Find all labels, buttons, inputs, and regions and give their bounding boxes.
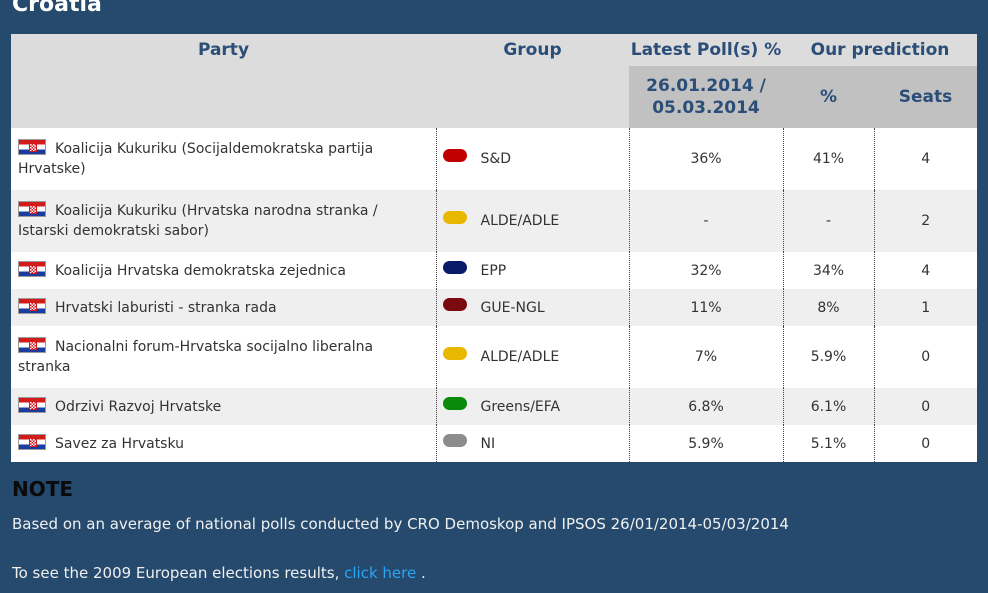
header-our-prediction: Our prediction <box>783 34 977 66</box>
party-cell: Odrzivi Razvoj Hrvatske <box>11 388 436 425</box>
party-name: Koalicija Hrvatska demokratska zejednica <box>55 262 346 279</box>
poll-value: 32% <box>628 252 783 289</box>
page-title: Croatia <box>12 0 102 17</box>
header-latest-polls: Latest Poll(s) % <box>629 34 783 66</box>
party-name: Odrzivi Razvoj Hrvatske <box>55 398 222 415</box>
party-cell: Nacionalni forum-Hrvatska socijalno libe… <box>11 326 436 388</box>
note-text: Based on an average of national polls co… <box>12 515 789 533</box>
header-seats: Seats <box>874 66 977 128</box>
party-cell: Hrvatski laburisti - stranka rada <box>11 289 436 326</box>
results-link-prefix: To see the 2009 European elections resul… <box>12 564 340 582</box>
group-color-icon <box>442 396 467 410</box>
croatia-flag-icon <box>18 139 46 155</box>
prediction-percent: 5.1% <box>782 425 874 462</box>
header-group: Group <box>436 34 629 66</box>
prediction-seats: 0 <box>873 425 977 462</box>
group-color-icon <box>442 149 467 162</box>
party-cell: Savez za Hrvatsku <box>11 425 436 462</box>
group-color-icon <box>442 260 467 274</box>
group-name: ALDE/ADLE <box>480 213 560 229</box>
poll-table: Party Group Latest Poll(s) % Our predict… <box>11 34 977 462</box>
croatia-flag-icon <box>18 201 46 217</box>
header-blank-party <box>11 66 436 128</box>
header-party: Party <box>11 34 436 66</box>
group-name: S&D <box>480 151 512 167</box>
party-name: Hrvatski laburisti - stranka rada <box>55 299 277 316</box>
party-name: Koalicija Kukuriku (Socijaldemokratska p… <box>18 141 374 177</box>
prediction-seats: 0 <box>873 388 977 425</box>
note-heading: NOTE <box>12 477 74 501</box>
click-here-link[interactable]: click here <box>344 564 417 582</box>
group-cell: EPP <box>435 252 629 289</box>
group-name: ALDE/ADLE <box>480 349 560 365</box>
group-color-icon <box>442 347 467 360</box>
group-cell: ALDE/ADLE <box>435 326 629 388</box>
prediction-percent: 8% <box>782 289 874 326</box>
poll-value: 5.9% <box>628 425 783 462</box>
group-cell: NI <box>435 425 629 462</box>
table-row: Savez za Hrvatsku NI 5.9% 5.1% 0 <box>11 425 977 462</box>
header-blank-group <box>436 66 629 128</box>
poll-value: 7% <box>628 326 783 388</box>
group-name: EPP <box>480 262 507 279</box>
group-name: NI <box>480 435 496 452</box>
table-row: Koalicija Hrvatska demokratska zejednica… <box>11 252 977 289</box>
party-cell: Koalicija Hrvatska demokratska zejednica <box>11 252 436 289</box>
group-name: Greens/EFA <box>480 398 561 415</box>
group-color-icon <box>442 211 467 224</box>
party-cell: Koalicija Kukuriku (Socijaldemokratska p… <box>11 128 436 190</box>
results-link-line: To see the 2009 European elections resul… <box>12 563 426 583</box>
group-cell: GUE-NGL <box>435 289 629 326</box>
group-cell: ALDE/ADLE <box>435 190 629 252</box>
party-name: Koalicija Kukuriku (Hrvatska narodna str… <box>18 203 378 239</box>
prediction-percent: 5.9% <box>782 326 874 388</box>
table-row: Nacionalni forum-Hrvatska socijalno libe… <box>11 326 977 388</box>
prediction-seats: 2 <box>873 190 977 252</box>
group-name: GUE-NGL <box>480 299 545 316</box>
group-cell: S&D <box>435 128 629 190</box>
croatia-flag-icon <box>18 260 46 277</box>
croatia-flag-icon <box>18 396 46 413</box>
poll-value: 36% <box>628 128 783 190</box>
table-row: Koalicija Kukuriku (Hrvatska narodna str… <box>11 190 977 252</box>
croatia-flag-icon <box>18 297 46 314</box>
croatia-flag-icon <box>18 433 46 450</box>
prediction-seats: 1 <box>873 289 977 326</box>
party-name: Nacionalni forum-Hrvatska socijalno libe… <box>18 339 374 375</box>
table-row: Odrzivi Razvoj Hrvatske Greens/EFA 6.8% … <box>11 388 977 425</box>
table-row: Koalicija Kukuriku (Socijaldemokratska p… <box>11 128 977 190</box>
prediction-percent: 6.1% <box>782 388 874 425</box>
poll-value: 11% <box>628 289 783 326</box>
prediction-percent: 34% <box>782 252 874 289</box>
prediction-seats: 0 <box>873 326 977 388</box>
table-row: Hrvatski laburisti - stranka rada GUE-NG… <box>11 289 977 326</box>
party-name: Savez za Hrvatsku <box>55 435 185 452</box>
group-color-icon <box>442 433 467 447</box>
header-percent: % <box>783 66 874 128</box>
prediction-seats: 4 <box>873 252 977 289</box>
poll-value: - <box>628 190 783 252</box>
croatia-flag-icon <box>18 337 46 353</box>
poll-value: 6.8% <box>628 388 783 425</box>
results-link-suffix: . <box>421 564 426 582</box>
prediction-percent: 41% <box>782 128 874 190</box>
party-cell: Koalicija Kukuriku (Hrvatska narodna str… <box>11 190 436 252</box>
group-cell: Greens/EFA <box>435 388 629 425</box>
prediction-percent: - <box>782 190 874 252</box>
group-color-icon <box>442 297 467 311</box>
prediction-seats: 4 <box>873 128 977 190</box>
header-poll-dates: 26.01.2014 / 05.03.2014 <box>629 66 783 128</box>
